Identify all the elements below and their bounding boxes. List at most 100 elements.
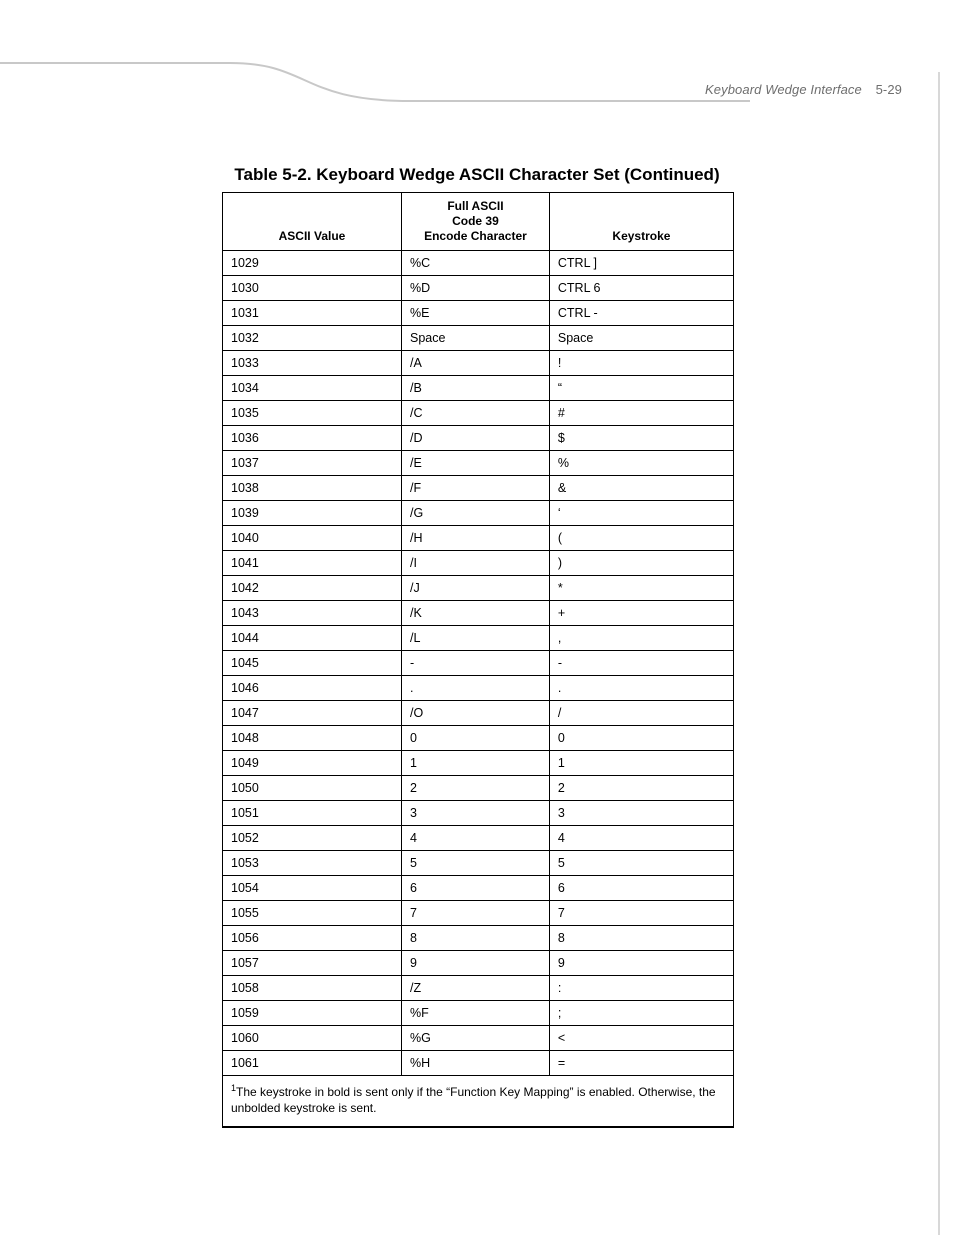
table-footnote-row: 1The keystroke in bold is sent only if t… — [223, 1076, 733, 1127]
table-row: 1036/D$ — [223, 426, 733, 451]
page: Keyboard Wedge Interface 5-29 Table 5-2.… — [0, 0, 954, 1235]
cell-ascii-value: 1053 — [223, 851, 402, 876]
table-row: 105022 — [223, 776, 733, 801]
cell-ascii-value: 1038 — [223, 476, 402, 501]
table-row: 1032SpaceSpace — [223, 326, 733, 351]
cell-encode-char: /A — [402, 351, 550, 376]
table-row: 105355 — [223, 851, 733, 876]
cell-keystroke: ! — [549, 351, 733, 376]
cell-encode-char: /Z — [402, 976, 550, 1001]
cell-keystroke: = — [549, 1051, 733, 1076]
cell-keystroke: ) — [549, 551, 733, 576]
table-row: 1042/J* — [223, 576, 733, 601]
cell-encode-char: /K — [402, 601, 550, 626]
cell-ascii-value: 1059 — [223, 1001, 402, 1026]
running-header: Keyboard Wedge Interface 5-29 — [705, 82, 902, 97]
cell-encode-char: /B — [402, 376, 550, 401]
cell-encode-char: /D — [402, 426, 550, 451]
table-row: 105244 — [223, 826, 733, 851]
cell-ascii-value: 1058 — [223, 976, 402, 1001]
cell-keystroke: - — [549, 651, 733, 676]
table-row: 105799 — [223, 951, 733, 976]
cell-keystroke: 5 — [549, 851, 733, 876]
col-header-ascii-value: ASCII Value — [223, 193, 402, 251]
cell-keystroke: . — [549, 676, 733, 701]
cell-encode-char: %F — [402, 1001, 550, 1026]
cell-encode-char: 7 — [402, 901, 550, 926]
header-curve — [230, 62, 750, 102]
cell-encode-char: %G — [402, 1026, 550, 1051]
cell-encode-char: /O — [402, 701, 550, 726]
cell-ascii-value: 1061 — [223, 1051, 402, 1076]
cell-encode-char: /C — [402, 401, 550, 426]
cell-ascii-value: 1047 — [223, 701, 402, 726]
cell-ascii-value: 1037 — [223, 451, 402, 476]
ascii-table: ASCII Value Full ASCII Code 39 Encode Ch… — [223, 193, 733, 1127]
cell-keystroke: 8 — [549, 926, 733, 951]
table-row: 105466 — [223, 876, 733, 901]
table-row: 105577 — [223, 901, 733, 926]
cell-ascii-value: 1057 — [223, 951, 402, 976]
table-row: 1029%CCTRL ] — [223, 251, 733, 276]
cell-ascii-value: 1054 — [223, 876, 402, 901]
cell-ascii-value: 1042 — [223, 576, 402, 601]
cell-keystroke: Space — [549, 326, 733, 351]
col-header-label: Full ASCII Code 39 Encode Character — [424, 199, 527, 244]
cell-ascii-value: 1044 — [223, 626, 402, 651]
cell-keystroke: / — [549, 701, 733, 726]
table-body: 1029%CCTRL ]1030%DCTRL 61031%ECTRL -1032… — [223, 251, 733, 1076]
table-row: 1058/Z: — [223, 976, 733, 1001]
table-row: 1040/H( — [223, 526, 733, 551]
table-row: 1041/I) — [223, 551, 733, 576]
cell-ascii-value: 1036 — [223, 426, 402, 451]
cell-keystroke: # — [549, 401, 733, 426]
table-caption: Table 5-2. Keyboard Wedge ASCII Characte… — [0, 165, 954, 185]
table-row: 1037/E% — [223, 451, 733, 476]
table-header-row: ASCII Value Full ASCII Code 39 Encode Ch… — [223, 193, 733, 251]
table-row: 104911 — [223, 751, 733, 776]
table-row: 105133 — [223, 801, 733, 826]
table-row: 1039/G‘ — [223, 501, 733, 526]
cell-ascii-value: 1041 — [223, 551, 402, 576]
cell-ascii-value: 1060 — [223, 1026, 402, 1051]
page-number: 5-29 — [876, 82, 902, 97]
table-footnote: 1The keystroke in bold is sent only if t… — [223, 1076, 733, 1127]
table-row: 1038/F& — [223, 476, 733, 501]
cell-ascii-value: 1046 — [223, 676, 402, 701]
cell-encode-char: 1 — [402, 751, 550, 776]
cell-keystroke: 1 — [549, 751, 733, 776]
cell-encode-char: /F — [402, 476, 550, 501]
cell-keystroke: 4 — [549, 826, 733, 851]
col-header-keystroke: Keystroke — [549, 193, 733, 251]
footnote-text: The keystroke in bold is sent only if th… — [231, 1085, 716, 1115]
table-row: 1043/K+ — [223, 601, 733, 626]
cell-encode-char: %D — [402, 276, 550, 301]
cell-keystroke: ( — [549, 526, 733, 551]
cell-ascii-value: 1035 — [223, 401, 402, 426]
cell-ascii-value: 1032 — [223, 326, 402, 351]
cell-encode-char: /I — [402, 551, 550, 576]
cell-keystroke: CTRL 6 — [549, 276, 733, 301]
table-row: 1061%H= — [223, 1051, 733, 1076]
table-row: 104800 — [223, 726, 733, 751]
cell-keystroke: % — [549, 451, 733, 476]
cell-ascii-value: 1051 — [223, 801, 402, 826]
cell-keystroke: “ — [549, 376, 733, 401]
cell-keystroke: ; — [549, 1001, 733, 1026]
cell-ascii-value: 1052 — [223, 826, 402, 851]
cell-keystroke: CTRL - — [549, 301, 733, 326]
cell-keystroke: + — [549, 601, 733, 626]
cell-keystroke: $ — [549, 426, 733, 451]
cell-ascii-value: 1040 — [223, 526, 402, 551]
cell-ascii-value: 1031 — [223, 301, 402, 326]
cell-encode-char: 8 — [402, 926, 550, 951]
col-header-label: Keystroke — [612, 229, 670, 243]
table-row: 1046.. — [223, 676, 733, 701]
cell-ascii-value: 1033 — [223, 351, 402, 376]
cell-encode-char: Space — [402, 326, 550, 351]
cell-keystroke: 3 — [549, 801, 733, 826]
cell-keystroke: 0 — [549, 726, 733, 751]
cell-ascii-value: 1043 — [223, 601, 402, 626]
table-row: 1059%F; — [223, 1001, 733, 1026]
cell-encode-char: . — [402, 676, 550, 701]
